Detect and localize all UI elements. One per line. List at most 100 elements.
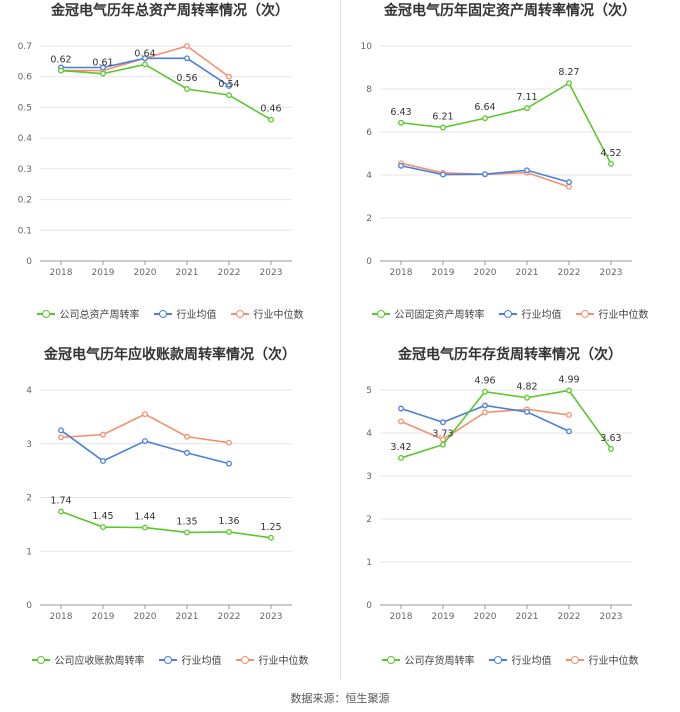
data-point bbox=[482, 171, 488, 178]
legend-item-company[interactable]: 公司应收账款周转率 bbox=[31, 652, 145, 667]
series-line bbox=[400, 404, 570, 433]
panel-divider bbox=[340, 0, 341, 680]
y-tick-label: 1 bbox=[26, 547, 32, 557]
legend-line-marker-icon bbox=[153, 309, 172, 319]
x-tick-label: 2018 bbox=[390, 612, 413, 622]
legend-line-marker-icon bbox=[575, 309, 594, 319]
data-point bbox=[142, 524, 148, 531]
legend-line-marker-icon bbox=[235, 655, 254, 665]
data-point bbox=[566, 179, 572, 186]
data-point bbox=[268, 116, 274, 123]
data-label: 1.44 bbox=[134, 512, 155, 523]
data-label: 0.56 bbox=[176, 73, 197, 84]
data-point bbox=[608, 160, 614, 167]
chart-legend: 公司固定资产周转率 行业均值 行业中位数 bbox=[340, 306, 680, 321]
legend-item-company[interactable]: 公司总资产周转率 bbox=[36, 306, 140, 321]
legend-line-marker-icon bbox=[36, 309, 55, 319]
legend-item-industry-mean[interactable]: 行业均值 bbox=[158, 652, 222, 667]
data-point bbox=[440, 124, 446, 131]
x-tick-label: 2022 bbox=[218, 612, 241, 622]
legend-label: 行业均值 bbox=[176, 310, 217, 321]
legend-line-marker-icon bbox=[31, 655, 50, 665]
y-tick-label: 2 bbox=[366, 214, 372, 224]
legend-line-marker-icon bbox=[230, 309, 249, 319]
data-point bbox=[226, 460, 232, 467]
data-label: 0.61 bbox=[92, 58, 113, 69]
data-point bbox=[566, 80, 572, 87]
series-line bbox=[60, 63, 272, 121]
legend-line-marker-icon bbox=[381, 655, 400, 665]
legend-label: 公司应收账款周转率 bbox=[54, 656, 145, 667]
legend-item-company[interactable]: 公司固定资产周转率 bbox=[371, 306, 485, 321]
chart-plot-area: 0 1 2 3 4 5 2018 2019 2020 2021 2022 2023 3.42 3.73 4.… bbox=[366, 374, 632, 622]
x-tick-label: 2023 bbox=[600, 268, 623, 278]
x-tick-label: 2020 bbox=[474, 268, 497, 278]
y-tick-label: 0 bbox=[366, 601, 372, 611]
legend-item-industry-median[interactable]: 行业中位数 bbox=[575, 306, 649, 321]
legend-item-industry-median[interactable]: 行业中位数 bbox=[230, 306, 304, 321]
data-point bbox=[142, 55, 148, 62]
data-point bbox=[58, 508, 64, 515]
y-tick-label: 5 bbox=[366, 386, 372, 396]
data-point bbox=[524, 167, 530, 174]
data-label: 7.11 bbox=[516, 92, 537, 103]
data-point bbox=[566, 387, 572, 394]
data-point bbox=[100, 64, 106, 71]
legend-item-industry-median[interactable]: 行业中位数 bbox=[235, 652, 309, 667]
data-point bbox=[566, 411, 572, 418]
series-line bbox=[400, 389, 612, 459]
data-point bbox=[184, 433, 190, 440]
x-tick-label: 2022 bbox=[218, 268, 241, 278]
data-label: 3.63 bbox=[600, 433, 621, 444]
data-point bbox=[100, 524, 106, 531]
data-label: 4.96 bbox=[474, 376, 495, 387]
legend-item-industry-mean[interactable]: 行业均值 bbox=[488, 652, 552, 667]
data-label: 1.45 bbox=[92, 511, 113, 522]
x-tick-label: 2023 bbox=[600, 612, 623, 622]
data-point bbox=[398, 405, 404, 412]
legend-label: 行业中位数 bbox=[258, 656, 309, 667]
data-point bbox=[440, 419, 446, 426]
x-tick-label: 2023 bbox=[260, 612, 283, 622]
data-point bbox=[524, 408, 530, 415]
data-point bbox=[100, 70, 106, 77]
data-point bbox=[184, 86, 190, 92]
data-point bbox=[184, 55, 190, 62]
x-tick-label: 2019 bbox=[92, 268, 115, 278]
legend-item-industry-median[interactable]: 行业中位数 bbox=[565, 652, 639, 667]
chart-title: 金冠电气历年应收账款周转率情况（次） bbox=[44, 347, 296, 363]
x-tick-label: 2021 bbox=[176, 612, 199, 622]
chart-panel-inventory-turnover: 金冠电气历年存货周转率情况（次） 0 1 2 3 4 5 2018 2019 2020 2021 2… bbox=[340, 344, 680, 690]
data-source-note: 数据来源：恒生聚源 bbox=[290, 692, 390, 705]
series-line bbox=[60, 510, 272, 539]
legend-item-industry-mean[interactable]: 行业均值 bbox=[498, 306, 562, 321]
legend-label: 行业中位数 bbox=[598, 310, 649, 321]
x-tick-label: 2020 bbox=[134, 268, 157, 278]
y-tick-label: 0.7 bbox=[18, 42, 32, 52]
y-tick-label: 8 bbox=[366, 85, 372, 95]
data-point bbox=[100, 457, 106, 464]
y-tick-label: 3 bbox=[366, 472, 372, 482]
legend-item-company[interactable]: 公司存货周转率 bbox=[381, 652, 475, 667]
data-label: 0.54 bbox=[218, 79, 239, 90]
data-point bbox=[566, 183, 572, 190]
data-point bbox=[398, 454, 404, 461]
data-label: 8.27 bbox=[558, 67, 579, 78]
legend-item-industry-mean[interactable]: 行业均值 bbox=[153, 306, 217, 321]
data-label: 6.21 bbox=[432, 111, 453, 122]
x-tick-label: 2021 bbox=[516, 268, 539, 278]
data-point bbox=[226, 92, 232, 99]
y-tick-label: 2 bbox=[26, 494, 32, 504]
legend-label: 行业中位数 bbox=[253, 310, 304, 321]
chart-panel-total-asset-turnover: 金冠电气历年总资产周转率情况（次） 0 0.1 0.2 0.3 0.4 0.5 0.6 0.7… bbox=[0, 0, 340, 346]
data-label: 0.62 bbox=[50, 55, 71, 66]
chart-title: 金冠电气历年总资产周转率情况（次） bbox=[51, 3, 289, 19]
data-point bbox=[58, 427, 64, 434]
x-tick-label: 2022 bbox=[558, 268, 581, 278]
chart-legend: 公司应收账款周转率 行业均值 行业中位数 bbox=[0, 652, 340, 667]
legend-label: 行业均值 bbox=[511, 656, 552, 667]
data-label: 4.82 bbox=[516, 382, 537, 393]
y-tick-label: 0.5 bbox=[18, 103, 32, 113]
data-point bbox=[142, 438, 148, 445]
chart-panel-receivables-turnover: 金冠电气历年应收账款周转率情况（次） 0 1 2 3 4 2018 2019 2020 2021… bbox=[0, 344, 340, 690]
